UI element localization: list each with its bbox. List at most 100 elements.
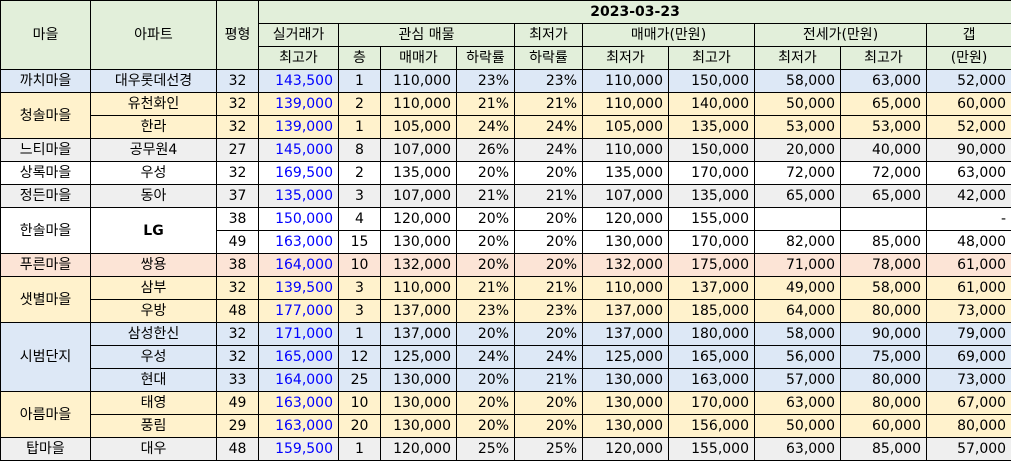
cell-pyeong: 32: [216, 345, 259, 369]
cell-real-trade-max: 165,000: [258, 345, 339, 369]
table-row: 느티마을 공무원4 27 145,000 8 107,000 26% 24% 110,000 15…: [0, 138, 1011, 162]
cell-jeonse-min: 64,000: [754, 299, 841, 323]
cell-drop-rate: 26%: [456, 138, 515, 162]
cell-floor: 20: [338, 414, 381, 438]
cell-apartment: 현대: [90, 368, 217, 392]
table-row: 우성 32 165,000 12 125,000 24% 24% 125,000 165,000…: [1, 345, 1011, 369]
cell-floor: 4: [338, 207, 381, 231]
cell-jeonse-max: 53,000: [840, 115, 927, 139]
cell-real-trade-max: 159,500: [258, 437, 339, 461]
table-row: 현대 33 164,000 25 130,000 20% 21% 130,000 163,000…: [1, 368, 1011, 392]
cell-apartment: 우성: [90, 161, 217, 185]
cell-sale-price: 107,000: [380, 184, 457, 208]
cell-trade-min: 110,000: [582, 92, 669, 116]
cell-pyeong: 32: [216, 92, 259, 116]
header-trade-max: 최고가: [668, 46, 755, 70]
cell-lowest-drop: 21%: [514, 276, 583, 300]
cell-trade-max: 155,000: [668, 207, 755, 231]
cell-jeonse-max: 80,000: [840, 299, 927, 323]
cell-trade-min: 132,000: [582, 253, 669, 277]
header-jeonse-group: 전세가(만원): [754, 23, 927, 47]
cell-floor: 3: [338, 184, 381, 208]
cell-sale-price: 107,000: [380, 138, 457, 162]
cell-gap: 61,000: [925, 276, 1011, 300]
cell-lowest-drop: 23%: [514, 299, 583, 323]
cell-drop-rate: 20%: [456, 253, 515, 277]
cell-pyeong: 38: [216, 253, 259, 277]
cell-village: 느티마을: [0, 138, 91, 162]
cell-jeonse-max: 80,000: [840, 391, 927, 415]
cell-jeonse-min: 57,000: [754, 368, 841, 392]
cell-jeonse-max: 85,000: [840, 230, 927, 254]
cell-apartment: 쌍용: [90, 253, 217, 277]
cell-pyeong: 49: [216, 391, 259, 415]
cell-village: 까치마을: [0, 69, 91, 93]
cell-trade-max: 150,000: [668, 138, 755, 162]
cell-trade-min: 110,000: [582, 138, 669, 162]
cell-real-trade-max: 164,000: [258, 368, 339, 392]
cell-village: 탑마을: [0, 437, 91, 461]
cell-sale-price: 110,000: [380, 69, 457, 93]
cell-drop-rate: 23%: [456, 69, 515, 93]
cell-village: 샛별마을: [0, 276, 91, 323]
cell-real-trade-max: 143,500: [258, 69, 339, 93]
table-row: 풍림 29 163,000 20 130,000 20% 20% 130,000 156,000…: [1, 414, 1011, 438]
cell-real-trade-max: 163,000: [258, 230, 339, 254]
cell-trade-max: 137,000: [668, 276, 755, 300]
cell-gap: 73,000: [925, 368, 1011, 392]
cell-apartment: 대우: [90, 437, 217, 461]
cell-lowest-drop: 25%: [514, 437, 583, 461]
cell-jeonse-min: 65,000: [754, 184, 841, 208]
cell-pyeong: 33: [216, 368, 259, 392]
cell-sale-price: 137,000: [380, 322, 457, 346]
cell-floor: 2: [338, 161, 381, 185]
cell-pyeong: 32: [216, 322, 259, 346]
cell-village: 아름마을: [0, 391, 91, 438]
cell-sale-price: 110,000: [380, 276, 457, 300]
cell-pyeong: 37: [216, 184, 259, 208]
header-lowest-drop: 하락률: [514, 46, 583, 70]
cell-drop-rate: 21%: [456, 184, 515, 208]
cell-floor: 2: [338, 92, 381, 116]
cell-floor: 1: [338, 322, 381, 346]
cell-real-trade-max: 139,000: [258, 115, 339, 139]
header-gap: 갭: [925, 23, 1011, 47]
header-sale-price: 매매가: [380, 46, 457, 70]
cell-village: 푸른마을: [0, 253, 91, 277]
table-row: 청솔마을 유천화인 32 139,000 2 110,000 21% 21% 110,000 14…: [0, 92, 1011, 139]
cell-trade-max: 135,000: [668, 184, 755, 208]
cell-apartment: 우성: [90, 345, 217, 369]
cell-sale-price: 135,000: [380, 161, 457, 185]
cell-trade-min: 135,000: [582, 161, 669, 185]
cell-jeonse-max: 65,000: [840, 184, 927, 208]
cell-lowest-drop: 23%: [514, 69, 583, 93]
table-row: 한솔마을 LG 38 150,000 4 120,000 20% 20% 120,000 155,…: [0, 207, 1011, 254]
cell-drop-rate: 21%: [456, 92, 515, 116]
cell-real-trade-max: 139,000: [258, 92, 339, 116]
cell-trade-max: 150,000: [668, 69, 755, 93]
cell-real-trade-max: 177,000: [258, 299, 339, 323]
cell-pyeong: 27: [216, 138, 259, 162]
cell-pyeong: 48: [216, 437, 259, 461]
cell-trade-min: 107,000: [582, 184, 669, 208]
cell-drop-rate: 20%: [456, 414, 515, 438]
cell-jeonse-min: 63,000: [754, 437, 841, 461]
cell-lowest-drop: 24%: [514, 138, 583, 162]
cell-pyeong: 29: [216, 414, 259, 438]
cell-apartment: 우방: [90, 299, 217, 323]
cell-trade-min: 130,000: [582, 391, 669, 415]
cell-floor: 3: [338, 299, 381, 323]
cell-drop-rate: 21%: [456, 276, 515, 300]
cell-drop-rate: 20%: [456, 230, 515, 254]
cell-real-trade-max: 139,500: [258, 276, 339, 300]
cell-jeonse-max: 78,000: [840, 253, 927, 277]
cell-gap: 69,000: [925, 345, 1011, 369]
cell-drop-rate: 20%: [456, 391, 515, 415]
cell-sale-price: 130,000: [380, 230, 457, 254]
table-row: 우방 48 177,000 3 137,000 23% 23% 137,000 185,000 6…: [1, 299, 1011, 323]
cell-lowest-drop: 20%: [514, 253, 583, 277]
header-village: 마을: [0, 0, 91, 70]
cell-jeonse-max: 85,000: [840, 437, 927, 461]
cell-gap: 42,000: [925, 184, 1011, 208]
